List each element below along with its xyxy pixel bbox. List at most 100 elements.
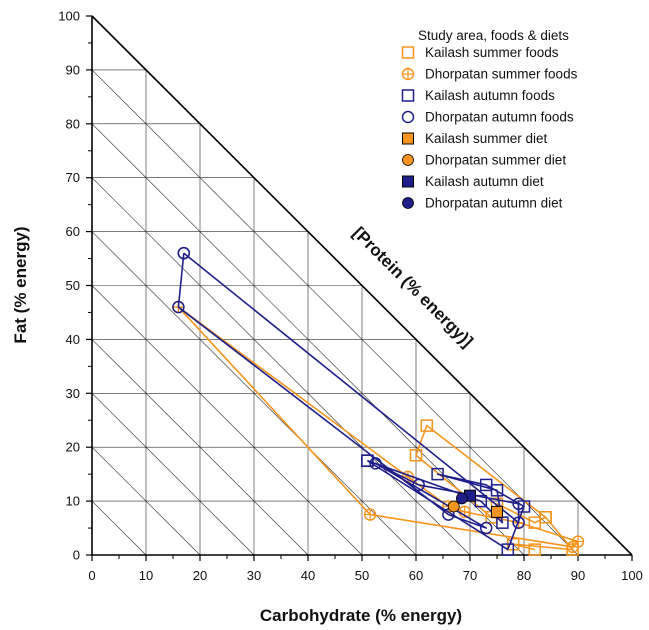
marker-shape bbox=[401, 46, 415, 59]
y-tick-label: 0 bbox=[73, 548, 80, 563]
grid-line-diagonal bbox=[91, 393, 255, 556]
series-6 bbox=[447, 500, 460, 513]
marker-shape bbox=[512, 516, 525, 529]
data-point bbox=[412, 478, 425, 492]
x-tick-label: 80 bbox=[517, 568, 531, 583]
legend-item: Dhorpatan summer diet bbox=[402, 153, 566, 168]
marker-shape bbox=[177, 246, 191, 260]
legend-item: Dhorpatan summer foods bbox=[401, 67, 578, 82]
marker-shape bbox=[442, 508, 455, 521]
legend-label: Dhorpatan summer foods bbox=[425, 67, 578, 82]
legend-item: Dhorpatan autumn foods bbox=[401, 110, 574, 125]
legend-label: Kailash autumn diet bbox=[425, 174, 544, 189]
data-point bbox=[420, 419, 434, 432]
x-tick-label: 60 bbox=[409, 568, 423, 583]
y-tick-label: 10 bbox=[66, 494, 80, 509]
marker-shape bbox=[431, 467, 444, 481]
legend-marker bbox=[401, 89, 415, 102]
marker-shape bbox=[402, 197, 414, 209]
grid-line-diagonal bbox=[91, 500, 147, 556]
data-point bbox=[479, 521, 493, 535]
marker-shape bbox=[501, 543, 515, 556]
data-point bbox=[369, 457, 382, 470]
legend-item: Kailash autumn diet bbox=[402, 174, 544, 189]
legend: Study area, foods & diets Kailash summer… bbox=[401, 28, 578, 211]
series-line bbox=[415, 424, 574, 551]
y-axis-title: Fat (% energy) bbox=[11, 226, 30, 343]
y-tick-label: 50 bbox=[66, 278, 80, 293]
legend-marker bbox=[402, 154, 414, 166]
data-point bbox=[512, 516, 525, 529]
marker-shape bbox=[455, 492, 468, 505]
x-tick-label: 50 bbox=[355, 568, 369, 583]
data-point bbox=[501, 543, 515, 556]
data-point bbox=[491, 505, 503, 518]
series-line bbox=[366, 459, 525, 551]
marker-shape bbox=[172, 300, 185, 314]
x-tick-label: 30 bbox=[247, 568, 261, 583]
marker-shape bbox=[528, 543, 542, 556]
legend-label: Dhorpatan summer diet bbox=[425, 153, 566, 168]
marker-shape bbox=[369, 457, 382, 470]
grid-line-diagonal bbox=[91, 231, 417, 556]
x-tick-label: 20 bbox=[193, 568, 207, 583]
data-point bbox=[512, 497, 525, 511]
protein-axis-title: [Protein (% energy)] bbox=[349, 223, 477, 351]
data-point bbox=[172, 300, 185, 314]
marker-shape bbox=[402, 175, 414, 188]
data-point bbox=[442, 508, 455, 521]
grid-line-diagonal bbox=[91, 69, 579, 556]
marker-shape bbox=[402, 132, 414, 145]
marker-shape bbox=[401, 110, 415, 124]
y-tick-label: 60 bbox=[66, 224, 80, 239]
y-tick-label: 80 bbox=[66, 116, 80, 131]
legend-item: Kailash summer diet bbox=[402, 131, 548, 146]
marker-shape bbox=[539, 511, 552, 524]
marker-shape bbox=[401, 89, 415, 102]
marker-shape bbox=[409, 449, 423, 462]
marker-shape bbox=[490, 484, 504, 497]
data-point bbox=[539, 511, 552, 524]
series-3 bbox=[361, 454, 531, 556]
x-tick-label: 10 bbox=[139, 568, 153, 583]
x-tick-label: 0 bbox=[88, 568, 95, 583]
legend-marker bbox=[402, 175, 414, 188]
legend-label: Kailash summer foods bbox=[425, 45, 559, 60]
marker-shape bbox=[420, 419, 434, 432]
legend-item: Kailash autumn foods bbox=[401, 88, 555, 103]
x-tick-label: 90 bbox=[571, 568, 585, 583]
y-tick-label: 20 bbox=[66, 440, 80, 455]
data-point bbox=[361, 454, 374, 467]
grid-line-diagonal bbox=[91, 446, 201, 556]
grid bbox=[91, 69, 579, 556]
legend-label: Dhorpatan autumn foods bbox=[425, 110, 574, 125]
marker-shape bbox=[412, 478, 425, 492]
data-point bbox=[571, 535, 585, 548]
grid-line-diagonal bbox=[91, 285, 363, 556]
legend-marker bbox=[402, 197, 414, 209]
y-tick-label: 100 bbox=[58, 9, 80, 24]
grid-line-diagonal bbox=[91, 339, 309, 556]
legend-marker bbox=[401, 46, 415, 59]
data-point bbox=[363, 508, 377, 521]
legend-title: Study area, foods & diets bbox=[418, 28, 569, 43]
legend-item: Dhorpatan autumn diet bbox=[402, 196, 563, 211]
marker-shape bbox=[402, 154, 414, 166]
data-point bbox=[455, 492, 468, 505]
marker-shape bbox=[479, 521, 493, 535]
legend-label: Kailash summer diet bbox=[425, 131, 548, 146]
data-point bbox=[409, 449, 423, 462]
legend-label: Dhorpatan autumn diet bbox=[425, 196, 563, 211]
x-tick-label: 40 bbox=[301, 568, 315, 583]
marker-shape bbox=[447, 500, 460, 513]
data-point bbox=[528, 543, 542, 556]
y-tick-label: 70 bbox=[66, 170, 80, 185]
y-tick-label: 30 bbox=[66, 386, 80, 401]
x-tick-label: 70 bbox=[463, 568, 477, 583]
series-8 bbox=[455, 492, 468, 505]
series-4 bbox=[172, 246, 525, 535]
marker-shape bbox=[512, 497, 525, 511]
data-point bbox=[177, 246, 191, 260]
legend-marker bbox=[402, 132, 414, 145]
